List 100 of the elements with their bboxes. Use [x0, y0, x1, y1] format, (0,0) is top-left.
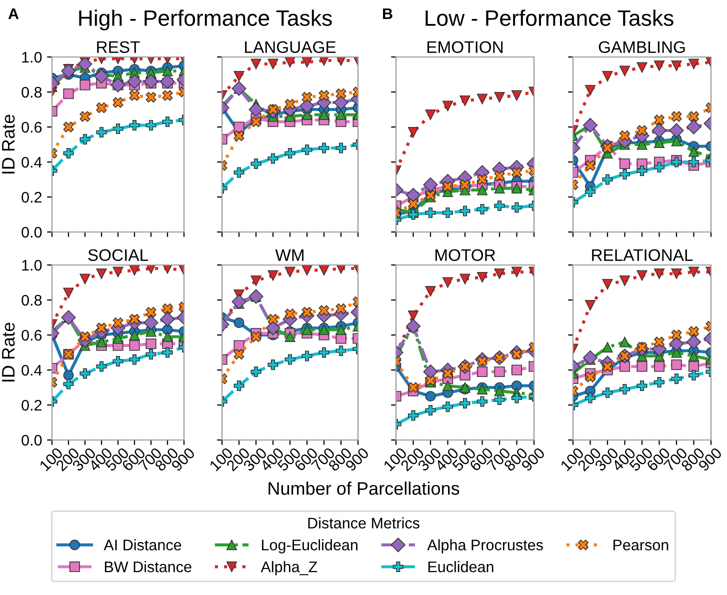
point	[602, 278, 613, 290]
point	[336, 88, 346, 100]
point	[336, 345, 346, 356]
y-tick-label: 0.8	[22, 294, 42, 306]
y-axis-title: ID Rate	[2, 322, 15, 382]
point	[654, 162, 665, 173]
point	[112, 123, 124, 134]
point	[162, 331, 173, 342]
point	[636, 165, 648, 176]
point	[160, 312, 175, 327]
point	[302, 265, 312, 276]
point	[511, 202, 522, 213]
legend-label: Euclidean	[428, 561, 494, 572]
point	[162, 90, 173, 101]
point	[408, 310, 419, 322]
point	[302, 350, 312, 362]
point	[129, 90, 140, 101]
point	[318, 347, 330, 358]
point	[232, 294, 246, 310]
point	[671, 111, 682, 122]
legend-label: Alpha_Z	[260, 561, 318, 576]
point	[442, 100, 454, 112]
point	[619, 384, 630, 395]
point	[688, 370, 700, 381]
y-tick-label: 1.0	[22, 52, 42, 63]
point	[688, 156, 700, 168]
point	[442, 401, 454, 412]
point	[284, 57, 296, 68]
y-tick-label: 0.6	[22, 122, 42, 133]
chart-title: WM	[275, 249, 304, 261]
point	[460, 206, 470, 216]
y-tick-label: 0.0	[22, 226, 42, 238]
point	[688, 266, 700, 278]
point	[284, 331, 296, 342]
point	[476, 366, 488, 378]
point	[63, 122, 74, 132]
point	[234, 167, 244, 178]
point	[234, 317, 244, 328]
point	[619, 275, 630, 286]
point	[96, 268, 107, 280]
point	[671, 330, 682, 340]
point	[619, 130, 630, 142]
point	[425, 404, 436, 416]
point	[284, 308, 296, 320]
point	[234, 340, 244, 351]
point	[619, 66, 630, 76]
point	[408, 126, 419, 138]
point	[144, 315, 158, 330]
point	[80, 111, 90, 122]
point	[671, 268, 682, 280]
point	[654, 268, 665, 280]
legend-title: Distance Metrics	[308, 517, 420, 529]
y-tick-label: 0.4	[22, 156, 42, 168]
point	[476, 272, 488, 283]
point	[511, 392, 522, 404]
point	[250, 275, 262, 286]
point	[80, 134, 90, 145]
point	[250, 366, 262, 378]
point	[584, 160, 596, 171]
point	[511, 266, 522, 278]
point	[423, 177, 438, 192]
point	[248, 102, 264, 117]
y-tick-label: 0.0	[22, 434, 42, 446]
legend-label: Pearson	[613, 540, 668, 550]
point	[425, 109, 436, 120]
y-tick-label: 1.0	[22, 260, 42, 271]
point	[688, 111, 700, 122]
point	[494, 92, 505, 103]
legend-label: BW Distance	[104, 561, 192, 572]
point	[669, 123, 684, 138]
point	[584, 186, 596, 198]
point	[511, 380, 522, 392]
y-tick-label: 0.2	[22, 400, 42, 411]
y-tick-label: 0.8	[22, 86, 42, 98]
point	[284, 266, 296, 278]
point	[80, 274, 90, 284]
y-axis-title: ID Rate	[2, 114, 15, 174]
chart-title: RELATIONAL	[592, 249, 693, 261]
point	[688, 350, 700, 362]
point	[94, 68, 109, 84]
point	[442, 207, 454, 218]
point	[408, 209, 419, 220]
point	[318, 305, 330, 316]
y-tick-label: 0.6	[22, 330, 42, 341]
point	[652, 123, 667, 138]
point	[688, 361, 700, 372]
point	[584, 84, 596, 96]
point	[146, 92, 156, 103]
point	[442, 277, 454, 288]
point	[425, 286, 436, 297]
point	[318, 142, 330, 154]
point	[302, 57, 312, 68]
point	[494, 170, 505, 182]
point	[671, 359, 682, 370]
point	[112, 97, 124, 108]
point	[112, 317, 124, 328]
text: High - Performance Tasks	[79, 10, 332, 30]
point	[636, 125, 648, 136]
point	[494, 182, 505, 194]
point	[318, 265, 330, 276]
